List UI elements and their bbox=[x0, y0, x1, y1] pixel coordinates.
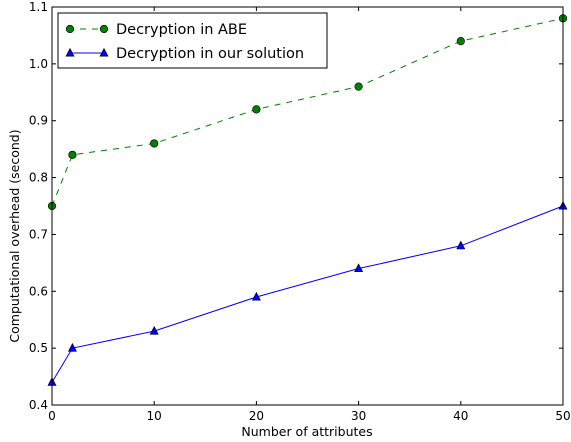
series-2-point bbox=[354, 263, 364, 273]
y-tick-label: 1.1 bbox=[29, 0, 48, 14]
x-tick-label: 20 bbox=[249, 409, 264, 423]
x-tick-label: 30 bbox=[351, 409, 366, 423]
series-2-point bbox=[456, 240, 466, 250]
x-tick-label: 40 bbox=[453, 409, 468, 423]
legend-marker-1 bbox=[65, 24, 75, 34]
y-tick-label: 0.8 bbox=[29, 171, 48, 185]
legend: Decryption in ABE Decryption in our solut… bbox=[57, 12, 328, 69]
legend-marker-1 bbox=[99, 24, 109, 34]
plot-layer bbox=[47, 6, 568, 406]
series-2-point bbox=[67, 342, 77, 352]
x-axis-title: Number of attributes bbox=[241, 424, 372, 439]
tick-layer: 0 10 20 30 40 50 0.4 0.5 0.6 0.7 0.8 0.9 1.0 1.1 bbox=[29, 0, 571, 423]
y-tick-label: 0.4 bbox=[29, 398, 48, 412]
plot-frame bbox=[51, 6, 564, 406]
series-1-point bbox=[68, 150, 77, 159]
x-tick-label: 0 bbox=[48, 409, 56, 423]
x-tick-label: 50 bbox=[555, 409, 570, 423]
legend-label-2: Decryption in our solution bbox=[116, 46, 304, 62]
y-tick-label: 1.0 bbox=[29, 57, 48, 71]
series-1-point bbox=[354, 82, 363, 91]
y-tick-label: 0.6 bbox=[29, 284, 48, 298]
y-axis-title: Computational overhead (second) bbox=[7, 129, 22, 342]
x-tick-label: 10 bbox=[147, 409, 162, 423]
series-2-point bbox=[251, 291, 261, 301]
y-tick-label: 0.9 bbox=[29, 114, 48, 128]
series-1-point bbox=[150, 139, 159, 148]
legend-marker-2 bbox=[99, 47, 109, 57]
y-tick-label: 0.7 bbox=[29, 227, 48, 241]
legend-box bbox=[57, 12, 328, 69]
legend-label-1: Decryption in ABE bbox=[116, 22, 247, 38]
series-line-2 bbox=[51, 205, 564, 383]
series-1-point bbox=[456, 37, 465, 46]
y-tick-label: 0.5 bbox=[29, 341, 48, 355]
legend-marker-2 bbox=[65, 47, 75, 57]
series-2-point bbox=[149, 325, 159, 335]
series-1-point bbox=[252, 105, 261, 114]
